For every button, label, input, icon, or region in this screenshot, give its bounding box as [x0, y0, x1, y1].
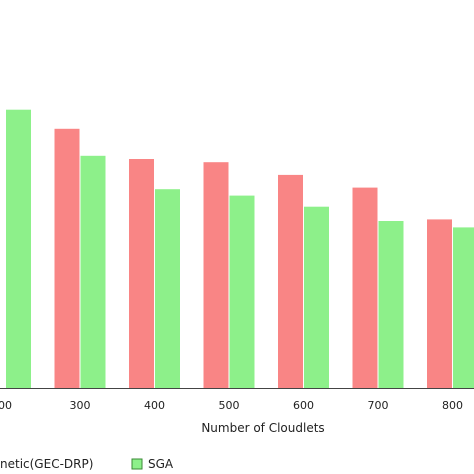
- x-axis-title: Number of Cloudlets: [201, 421, 324, 435]
- legend-label-genetic: netic(GEC-DRP): [0, 457, 93, 471]
- x-tick-labels: 00 300 400 500 600 700 800: [0, 399, 463, 412]
- x-tick-label-600: 600: [293, 399, 314, 412]
- legend-swatch-sga: [131, 458, 143, 470]
- bar-sga-700: [378, 221, 404, 388]
- bars-group: [6, 109, 474, 389]
- legend: netic(GEC-DRP) SGA: [0, 457, 174, 471]
- bar-sga-600: [304, 206, 329, 388]
- bar-sga-200: [6, 109, 31, 388]
- x-tick-label-800: 800: [442, 399, 463, 412]
- x-tick-label-300: 300: [70, 399, 91, 412]
- x-tick-label-400: 400: [144, 399, 165, 412]
- bar-genetic-700: [352, 187, 378, 388]
- bar-sga-300: [80, 155, 106, 388]
- x-tick-label-700: 700: [368, 399, 389, 412]
- x-tick-label-00: 00: [0, 399, 12, 412]
- bar-sga-500: [229, 195, 255, 388]
- legend-label-sga: SGA: [148, 457, 174, 471]
- x-tick-label-500: 500: [219, 399, 240, 412]
- bar-genetic-300: [54, 128, 80, 389]
- bar-genetic-400: [129, 159, 154, 388]
- bar-genetic-500: [203, 162, 229, 388]
- bar-genetic-800: [427, 219, 452, 388]
- bar-sga-400: [155, 189, 180, 388]
- bar-genetic-600: [278, 174, 303, 388]
- bar-sga-800: [453, 227, 474, 388]
